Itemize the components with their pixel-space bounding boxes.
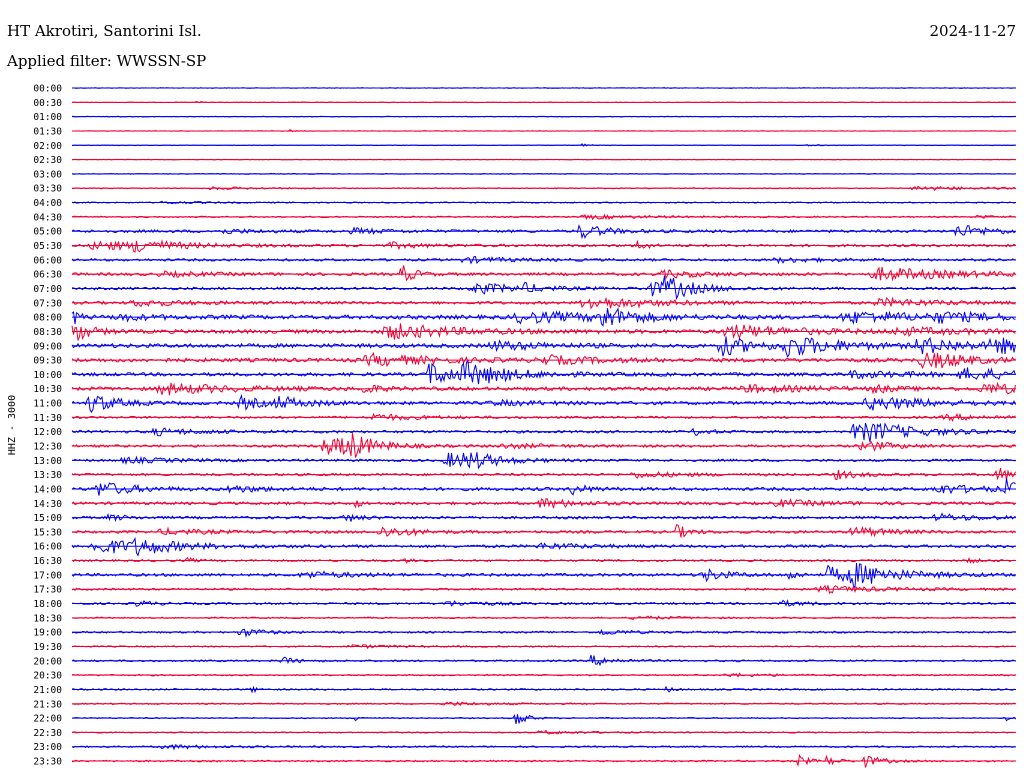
time-label: 11:00: [33, 399, 62, 410]
time-label: 22:00: [33, 714, 62, 725]
time-label: 22:30: [33, 728, 62, 739]
time-label: 04:00: [33, 198, 62, 209]
time-label: 04:30: [33, 212, 62, 223]
trace-2200: [71, 714, 1016, 724]
trace-1900: [71, 628, 1016, 638]
time-label: 09:00: [33, 341, 62, 352]
time-label: 23:00: [33, 742, 62, 753]
trace-1530: [71, 524, 1016, 538]
time-label: 16:00: [33, 542, 62, 553]
time-label: 08:00: [33, 313, 62, 324]
time-label: 05:30: [33, 241, 62, 252]
time-label: 16:30: [33, 556, 62, 567]
time-label: 12:00: [33, 427, 62, 438]
time-label: 00:30: [33, 98, 62, 109]
trace-1200: [71, 422, 1016, 443]
filter-label: Applied filter: WWSSN-SP: [7, 52, 207, 70]
time-label: 01:00: [33, 112, 62, 123]
time-label: 02:00: [33, 141, 62, 152]
time-label: 17:00: [33, 570, 62, 581]
time-label: 09:30: [33, 356, 62, 367]
time-label: 15:00: [33, 513, 62, 524]
time-label: 21:00: [33, 685, 62, 696]
time-label: 07:00: [33, 284, 62, 295]
channel-label: HHZ - 3000: [7, 395, 18, 455]
time-label: 20:30: [33, 671, 62, 682]
time-label: 06:30: [33, 270, 62, 281]
trace-1330: [71, 468, 1016, 481]
time-label: 23:30: [33, 757, 62, 768]
station-title: HT Akrotiri, Santorini Isl.: [7, 22, 202, 40]
trace-0830: [71, 323, 1016, 341]
time-label: 06:00: [33, 255, 62, 266]
time-label: 01:30: [33, 126, 62, 137]
time-labels: 00:00 00:30 01:00 01:30 02:00 02:30 03:00 03:30…: [33, 84, 62, 768]
time-label: 10:30: [33, 384, 62, 395]
time-label: 13:30: [33, 470, 62, 481]
time-label: 18:00: [33, 599, 62, 610]
date-label: 2024-11-27: [929, 22, 1016, 40]
trace-1100: [71, 394, 1016, 414]
time-label: 08:30: [33, 327, 62, 338]
time-label: 18:30: [33, 613, 62, 624]
time-label: 17:30: [33, 585, 62, 596]
trace-0900: [71, 336, 1016, 358]
time-label: 02:30: [33, 155, 62, 166]
trace-group: [71, 87, 1016, 768]
time-label: 15:30: [33, 527, 62, 538]
time-label: 03:00: [33, 169, 62, 180]
trace-0700: [71, 275, 1016, 300]
trace-0630: [71, 265, 1016, 282]
trace-2000: [71, 654, 1016, 667]
trace-1000: [71, 360, 1016, 385]
time-label: 14:00: [33, 484, 62, 495]
trace-1400: [71, 478, 1016, 496]
time-label: 21:30: [33, 699, 62, 710]
time-label: 19:30: [33, 642, 62, 653]
time-label: 19:00: [33, 628, 62, 639]
time-label: 00:00: [33, 84, 62, 95]
time-label: 05:00: [33, 227, 62, 238]
trace-1600: [71, 536, 1016, 557]
time-label: 03:30: [33, 184, 62, 195]
time-label: 07:30: [33, 298, 62, 309]
trace-0800: [71, 307, 1016, 327]
time-label: 12:30: [33, 442, 62, 453]
trace-1230: [71, 433, 1016, 458]
time-label: 14:30: [33, 499, 62, 510]
time-label: 20:00: [33, 656, 62, 667]
time-label: 10:00: [33, 370, 62, 381]
time-label: 11:30: [33, 413, 62, 424]
trace-0530: [71, 239, 1016, 254]
time-label: 13:00: [33, 456, 62, 467]
